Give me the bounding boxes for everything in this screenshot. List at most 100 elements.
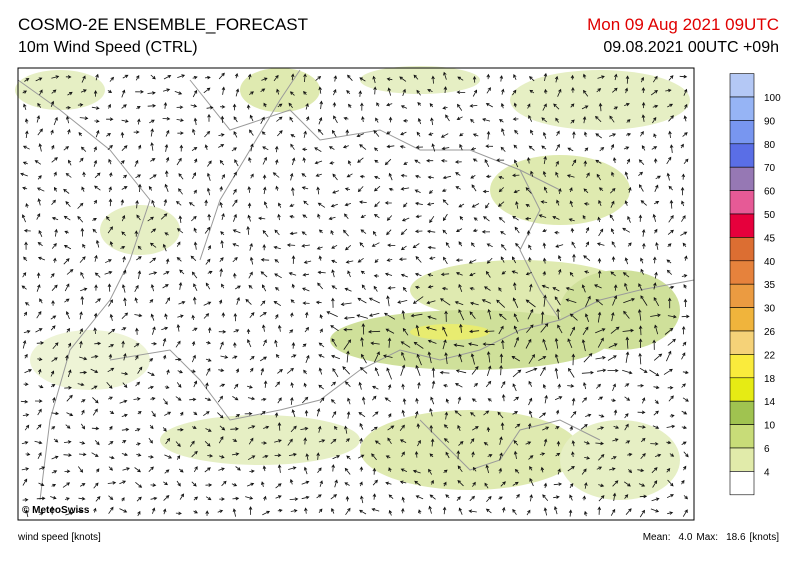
wind-arrow [552, 216, 560, 220]
wind-arrow [512, 215, 519, 221]
wind-arrow [528, 397, 533, 406]
wind-arrow [150, 496, 158, 501]
wind-arrow [669, 285, 675, 290]
wind-arrow [641, 397, 646, 404]
wind-arrow [51, 470, 58, 474]
wind-arrow [93, 327, 97, 335]
wind-arrow [319, 314, 323, 319]
wind-arrow [637, 410, 646, 415]
wind-arrow [386, 367, 392, 380]
wind-arrow [178, 215, 183, 223]
wind-arrow [386, 295, 390, 307]
wind-arrow [539, 412, 547, 419]
wind-arrow [305, 453, 310, 461]
wind-arrow [162, 88, 171, 92]
wind-arrow [259, 312, 267, 317]
wind-arrow [374, 351, 380, 363]
wind-arrow [343, 339, 352, 350]
wind-arrow [347, 74, 353, 81]
wind-arrow [542, 426, 550, 431]
wind-arrow [64, 386, 72, 390]
wind-arrow [36, 187, 45, 192]
wind-arrow [530, 170, 534, 177]
wind-arrow [277, 422, 282, 431]
wind-arrow [653, 385, 660, 390]
wind-arrow [374, 258, 379, 263]
wind-arrow [93, 159, 98, 167]
wind-arrow [221, 312, 226, 318]
wind-arrow [514, 423, 521, 429]
wind-arrow [207, 245, 212, 251]
wind-arrow [457, 76, 464, 81]
wind-arrow [638, 159, 645, 165]
wind-arrow [415, 324, 420, 337]
wind-arrow [331, 129, 337, 138]
wind-arrow [485, 144, 494, 148]
wind-arrow [176, 241, 181, 247]
wind-arrow [512, 173, 520, 178]
wind-arrow [343, 327, 353, 332]
wind-arrow [38, 230, 43, 237]
wind-arrow [248, 156, 252, 163]
wind-arrow [485, 270, 491, 278]
wind-arrow [681, 173, 686, 180]
wind-arrow [543, 507, 548, 516]
wind-arrow [610, 200, 615, 208]
wind-arrow [427, 351, 432, 364]
wind-arrow [37, 175, 42, 180]
wind-arrow [330, 494, 338, 500]
wind-arrow [568, 509, 573, 517]
wind-arrow [37, 128, 43, 136]
wind-arrow [472, 133, 479, 137]
wind-arrow [247, 73, 252, 80]
wind-arrow [193, 466, 198, 473]
wind-arrow [429, 215, 435, 224]
wind-arrow [442, 506, 447, 515]
wind-arrow [681, 383, 686, 388]
wind-arrow [189, 397, 197, 402]
wind-arrow [555, 117, 559, 123]
wind-arrow [413, 341, 424, 349]
wind-arrow [330, 203, 338, 208]
wind-arrow [417, 117, 422, 125]
wind-arrow [637, 468, 645, 473]
wind-arrow [583, 441, 590, 445]
wind-arrow [682, 397, 689, 402]
wind-arrow [582, 116, 587, 124]
wind-arrow [611, 171, 615, 177]
wind-arrow [249, 91, 254, 95]
wind-arrow [528, 114, 533, 122]
wind-arrow [427, 285, 434, 289]
wind-arrow [290, 312, 294, 318]
wind-arrow [641, 101, 646, 109]
wind-arrow [148, 185, 153, 191]
border [519, 169, 561, 321]
wind-arrow [317, 270, 326, 275]
wind-arrow [443, 424, 449, 429]
wind-arrow [496, 299, 506, 308]
color-box [729, 213, 755, 238]
wind-arrow [373, 285, 378, 292]
wind-arrow [483, 410, 490, 416]
wind-arrow [624, 171, 629, 180]
wind-arrow [91, 452, 99, 457]
wind-arrow [333, 75, 338, 82]
wind-arrow [50, 315, 57, 320]
wind-arrow [121, 312, 129, 319]
wind-arrow [326, 311, 338, 317]
wind-arrow [597, 216, 601, 223]
wind-arrow [290, 509, 298, 513]
wind-arrow [344, 425, 348, 434]
wind-arrow [22, 272, 27, 278]
wind-arrow [219, 186, 223, 192]
wind-arrow [684, 103, 688, 110]
wind-arrow [527, 422, 532, 430]
wind-arrow [459, 323, 463, 333]
wind-arrow [25, 130, 29, 139]
wind-arrow [430, 479, 434, 485]
wind-arrow [319, 397, 325, 403]
wind-arrow [207, 213, 211, 221]
max-value: 18.6 [726, 532, 746, 543]
color-box [729, 447, 755, 472]
wind-arrow [525, 441, 532, 445]
